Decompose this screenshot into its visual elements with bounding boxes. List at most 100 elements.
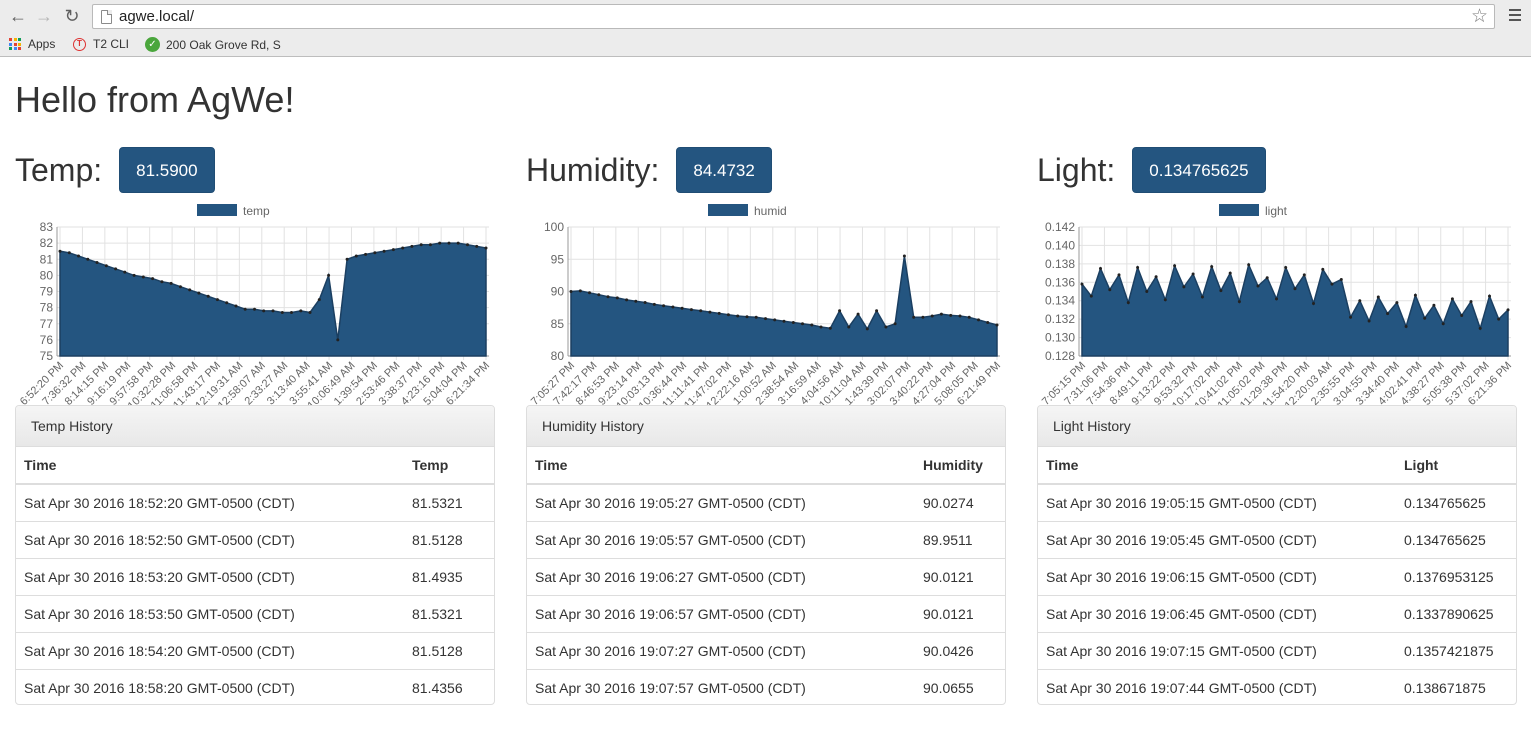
y-tick-label: 83 bbox=[40, 220, 54, 234]
apps-grid-icon bbox=[9, 38, 21, 50]
row-time: Sat Apr 30 2016 19:05:45 GMT-0500 (CDT) bbox=[1038, 520, 1396, 558]
data-point bbox=[132, 273, 136, 277]
data-point bbox=[764, 317, 767, 321]
y-tick-label: 76 bbox=[40, 333, 54, 347]
row-value: 0.138671875 bbox=[1396, 668, 1516, 704]
bookmarks-bar: Apps T T2 CLI ✓ 200 Oak Grove Rd, S bbox=[0, 33, 1531, 56]
bookmark-apps[interactable]: Apps bbox=[9, 37, 55, 51]
table-row: Sat Apr 30 2016 18:53:50 GMT-0500 (CDT) 8… bbox=[16, 594, 494, 632]
bookmark-label: T2 CLI bbox=[93, 37, 130, 51]
back-arrow-icon[interactable]: ← bbox=[9, 6, 27, 26]
data-point bbox=[475, 244, 479, 248]
row-time: Sat Apr 30 2016 19:06:45 GMT-0500 (CDT) bbox=[1038, 594, 1396, 632]
data-point bbox=[123, 270, 127, 274]
column-header-value[interactable]: Light bbox=[1396, 447, 1516, 485]
data-point bbox=[689, 308, 693, 312]
data-point bbox=[1386, 312, 1390, 316]
data-point bbox=[1173, 264, 1177, 268]
data-point bbox=[215, 298, 219, 302]
data-point bbox=[652, 302, 656, 306]
data-point bbox=[1441, 322, 1445, 326]
data-point bbox=[243, 307, 247, 311]
column-header-value[interactable]: Temp bbox=[404, 447, 494, 485]
data-point bbox=[317, 298, 321, 302]
series-area-temp bbox=[59, 242, 487, 357]
data-point bbox=[1339, 278, 1343, 281]
bookmark-star-icon[interactable]: ☆ bbox=[1470, 6, 1488, 27]
data-point bbox=[671, 305, 675, 309]
light-history-table: Time Light Sat Apr 30 2016 19:05:15 GMT-… bbox=[1038, 447, 1516, 704]
y-tick-label: 78 bbox=[40, 301, 54, 315]
data-point bbox=[327, 273, 331, 277]
data-point bbox=[364, 252, 368, 256]
table-row: Sat Apr 30 2016 19:05:15 GMT-0500 (CDT) 0… bbox=[1038, 483, 1516, 521]
data-point bbox=[1330, 282, 1334, 286]
forward-arrow-icon[interactable]: → bbox=[35, 6, 53, 26]
column-header-time[interactable]: Time bbox=[1038, 447, 1396, 485]
column-header-time[interactable]: Time bbox=[527, 447, 915, 485]
data-point bbox=[893, 322, 897, 326]
data-point bbox=[234, 304, 238, 308]
data-point bbox=[1293, 287, 1297, 291]
data-point bbox=[967, 315, 971, 319]
data-point bbox=[921, 315, 925, 319]
data-point bbox=[1117, 273, 1121, 277]
data-point bbox=[569, 290, 573, 293]
data-point bbox=[1460, 314, 1464, 317]
row-time: Sat Apr 30 2016 18:53:50 GMT-0500 (CDT) bbox=[16, 594, 404, 632]
table-row: Sat Apr 30 2016 18:58:20 GMT-0500 (CDT) 8… bbox=[16, 668, 494, 704]
data-point bbox=[308, 311, 312, 314]
data-point bbox=[456, 241, 460, 245]
temp-value-button[interactable]: 81.5900 bbox=[119, 147, 215, 193]
data-point bbox=[615, 296, 619, 300]
data-point bbox=[643, 301, 647, 304]
y-tick-label: 100 bbox=[544, 220, 564, 234]
table-row: Sat Apr 30 2016 18:52:50 GMT-0500 (CDT) 8… bbox=[16, 520, 494, 558]
data-point bbox=[1312, 302, 1315, 305]
data-point bbox=[939, 312, 943, 316]
row-value: 90.0121 bbox=[915, 594, 1005, 632]
data-point bbox=[884, 325, 888, 329]
legend-label: light bbox=[1265, 204, 1288, 218]
row-value: 81.5321 bbox=[404, 594, 494, 632]
row-time: Sat Apr 30 2016 19:06:15 GMT-0500 (CDT) bbox=[1038, 557, 1396, 595]
temp-label: Temp: bbox=[15, 151, 103, 188]
humidity-value-button[interactable]: 84.4732 bbox=[676, 147, 772, 193]
row-time: Sat Apr 30 2016 19:07:57 GMT-0500 (CDT) bbox=[527, 668, 915, 704]
light-chart-svg: light 0.142 0.140 0.138 0.136 0.134 0.132 0.130… bbox=[1040, 204, 1514, 412]
table-row: Sat Apr 30 2016 19:07:15 GMT-0500 (CDT) 0… bbox=[1038, 631, 1516, 669]
data-point bbox=[401, 246, 405, 250]
data-point bbox=[1358, 299, 1362, 303]
table-row: Sat Apr 30 2016 19:06:57 GMT-0500 (CDT) 9… bbox=[527, 594, 1005, 632]
data-point bbox=[197, 291, 201, 295]
data-point bbox=[1210, 265, 1214, 269]
column-header-value[interactable]: Humidity bbox=[915, 447, 1005, 485]
data-point bbox=[1497, 317, 1501, 321]
data-point bbox=[1200, 295, 1204, 299]
row-value: 90.0274 bbox=[915, 483, 1005, 521]
bookmark-t2-cli[interactable]: T T2 CLI bbox=[73, 37, 129, 51]
address-bar[interactable]: agwe.local/ ☆ bbox=[92, 4, 1495, 29]
data-point bbox=[1423, 316, 1427, 320]
light-label: Light: bbox=[1037, 151, 1116, 188]
table-row: Sat Apr 30 2016 18:53:20 GMT-0500 (CDT) 8… bbox=[16, 557, 494, 595]
data-point bbox=[773, 318, 777, 322]
humidity-chart: humid 100 95 90 85 80 7:05:27 PM 7:42:17 PM 8:46… bbox=[526, 201, 1006, 443]
data-point bbox=[1349, 315, 1353, 319]
data-point bbox=[1367, 319, 1371, 323]
row-time: Sat Apr 30 2016 19:07:15 GMT-0500 (CDT) bbox=[1038, 631, 1396, 669]
temp-history-title: Temp History bbox=[16, 406, 494, 447]
data-point bbox=[717, 311, 721, 315]
reload-icon[interactable]: ↻ bbox=[64, 6, 80, 26]
column-header-time[interactable]: Time bbox=[16, 447, 404, 485]
menu-icon[interactable] bbox=[1509, 9, 1521, 23]
row-time: Sat Apr 30 2016 18:58:20 GMT-0500 (CDT) bbox=[16, 668, 404, 704]
data-point bbox=[977, 318, 980, 322]
address-bar-url[interactable]: agwe.local/ bbox=[119, 8, 195, 25]
row-time: Sat Apr 30 2016 19:06:27 GMT-0500 (CDT) bbox=[527, 557, 915, 595]
light-value-button[interactable]: 0.134765625 bbox=[1132, 147, 1266, 193]
bookmark-oak-grove[interactable]: ✓ 200 Oak Grove Rd, S bbox=[145, 37, 281, 52]
data-point bbox=[1080, 282, 1084, 286]
data-point bbox=[1163, 298, 1167, 302]
